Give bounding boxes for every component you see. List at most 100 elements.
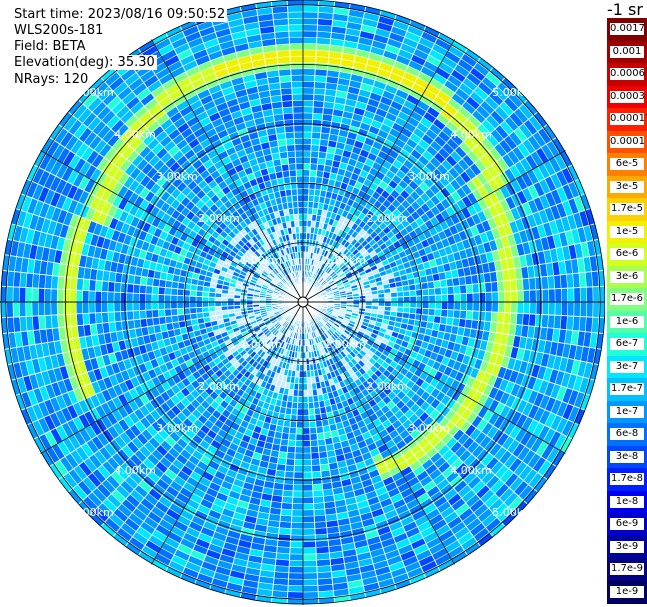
range-gate (307, 377, 312, 384)
range-gate (129, 265, 137, 276)
range-gate (285, 343, 290, 350)
range-gate (497, 312, 505, 323)
range-gate (134, 275, 141, 285)
range-gate (277, 457, 287, 465)
range-gate (573, 316, 580, 331)
range-gate (317, 565, 332, 573)
range-gate (322, 425, 331, 433)
range-gate (473, 527, 490, 542)
range-gate (533, 476, 548, 493)
range-gate (478, 282, 486, 293)
range-gate (334, 448, 344, 456)
range-gate (388, 32, 405, 43)
range-gate (303, 541, 316, 548)
range-gate (389, 521, 403, 532)
range-gate (546, 327, 554, 342)
range-gate (471, 415, 483, 428)
range-gate (461, 336, 470, 346)
range-gate (228, 490, 241, 500)
range-gate (334, 180, 342, 188)
range-gate (523, 488, 538, 505)
range-gate (350, 521, 364, 530)
range-gate (368, 261, 376, 268)
range-gate (467, 441, 480, 454)
range-gate (348, 178, 357, 187)
range-gate (365, 235, 373, 243)
range-gate (422, 89, 437, 101)
range-gate (335, 142, 346, 150)
range-gate (330, 121, 341, 130)
range-gate (292, 396, 298, 403)
range-gate (313, 490, 324, 497)
range-gate (574, 287, 581, 302)
range-gate (451, 93, 466, 106)
range-gate (285, 336, 290, 343)
range-gate (577, 227, 587, 243)
range-gate (351, 223, 359, 231)
range-gate (415, 196, 426, 207)
range-gate (344, 425, 353, 434)
range-gate (109, 271, 116, 283)
range-gate (371, 475, 383, 485)
range-gate (561, 302, 568, 316)
range-gate (335, 280, 342, 285)
range-gate (298, 377, 303, 384)
range-gate (342, 446, 352, 454)
range-gate (457, 106, 472, 119)
range-gate (417, 71, 432, 84)
range-gate (574, 179, 586, 196)
range-gate (343, 491, 356, 499)
range-gate (462, 238, 471, 250)
range-gate (395, 281, 403, 288)
range-gate (360, 184, 369, 193)
range-gate (505, 394, 516, 408)
range-gate (472, 110, 486, 124)
range-gate (330, 342, 336, 350)
range-gate (385, 297, 391, 302)
range-gate (505, 182, 517, 196)
range-gate (211, 578, 228, 588)
range-gate (433, 496, 448, 508)
range-gate (499, 212, 509, 225)
range-gate (554, 315, 561, 329)
range-gate (359, 472, 371, 482)
range-gate (359, 425, 369, 434)
range-gate (491, 281, 498, 292)
range-gate (122, 329, 131, 340)
range-gate (303, 547, 317, 554)
range-gate (343, 144, 354, 152)
range-gate (274, 572, 289, 579)
range-gate (487, 217, 497, 230)
range-gate (368, 542, 383, 552)
range-gate (322, 393, 329, 401)
range-gate (477, 81, 493, 96)
range-gate (314, 69, 328, 76)
range-gate (420, 254, 429, 263)
range-gate (416, 492, 430, 504)
range-gate (448, 302, 454, 310)
range-gate (354, 217, 362, 226)
range-gate (538, 380, 549, 395)
range-gate (334, 339, 341, 346)
range-gate (537, 224, 547, 239)
range-gate (317, 268, 322, 275)
range-gate (419, 223, 429, 233)
range-gate (395, 169, 406, 180)
range-gate (359, 247, 367, 255)
range-gate (171, 295, 177, 302)
range-gate (507, 357, 516, 370)
range-gate (437, 330, 445, 340)
range-gate (32, 288, 39, 302)
range-gate (225, 588, 242, 598)
range-gate (315, 528, 328, 535)
range-gate (421, 239, 430, 248)
range-gate (426, 83, 440, 96)
range-gate (315, 283, 321, 289)
range-gate (101, 281, 109, 292)
range-gate (372, 305, 378, 310)
range-gate (427, 315, 435, 323)
range-gate (303, 566, 318, 573)
range-gate (532, 456, 546, 473)
range-gate (313, 94, 325, 102)
range-gate (314, 521, 327, 529)
